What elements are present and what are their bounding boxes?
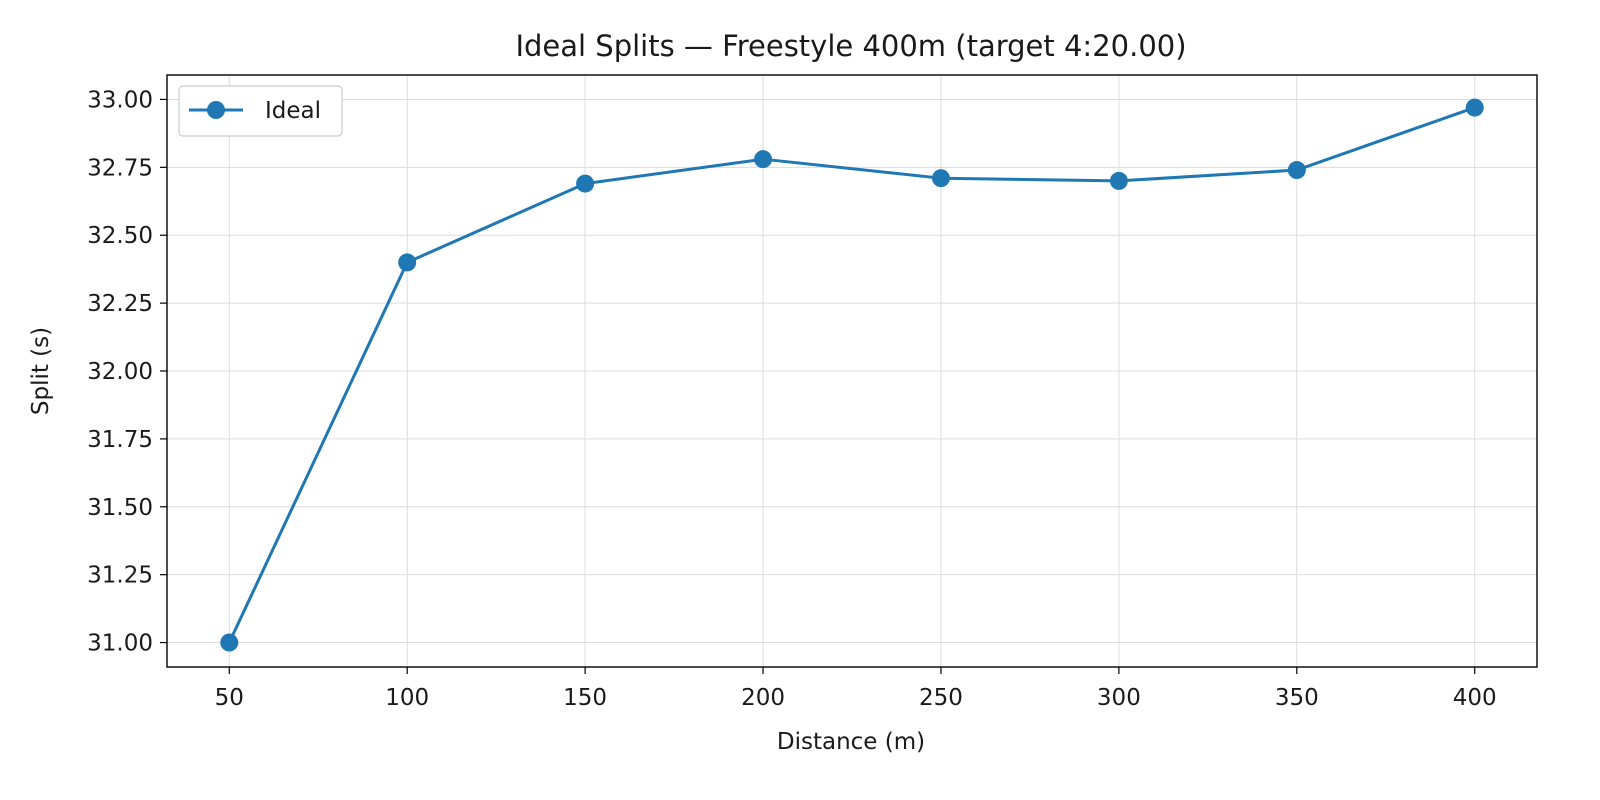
y-tick-label: 31.50 <box>87 495 153 521</box>
x-tick-label: 100 <box>385 685 429 711</box>
data-point <box>220 633 239 652</box>
gridlines <box>167 75 1537 667</box>
chart-title: Ideal Splits — Freestyle 400m (target 4:… <box>515 29 1186 63</box>
series-line-ideal <box>227 106 1476 644</box>
data-points <box>220 98 1484 652</box>
legend-label: Ideal <box>265 98 321 124</box>
y-tick-label: 32.50 <box>87 223 153 249</box>
series-lines <box>227 106 1476 644</box>
y-tick-label: 31.00 <box>87 631 153 657</box>
data-point <box>398 253 417 272</box>
data-point <box>754 150 773 169</box>
legend-frame <box>178 85 343 137</box>
data-point <box>576 174 595 193</box>
y-tick-label: 32.00 <box>87 359 153 385</box>
y-axis-label: Split (s) <box>28 327 54 415</box>
x-tick-label: 300 <box>1097 685 1141 711</box>
y-tick-label: 31.75 <box>87 427 153 453</box>
x-tick-label: 250 <box>919 685 963 711</box>
legend: Ideal <box>178 85 343 137</box>
legend-marker-swatch <box>207 101 225 119</box>
y-tick-label: 31.25 <box>87 563 153 589</box>
data-point <box>1465 98 1484 117</box>
y-tick-label: 32.75 <box>87 155 153 181</box>
x-axis: 50 100 150 200 250 300 350 400 <box>215 667 1497 711</box>
y-tick-label: 32.25 <box>87 291 153 317</box>
x-tick-label: 50 <box>215 685 244 711</box>
data-point <box>1109 171 1128 190</box>
x-tick-label: 200 <box>741 685 785 711</box>
x-tick-label: 350 <box>1275 685 1319 711</box>
x-tick-label: 150 <box>563 685 607 711</box>
data-point <box>931 169 950 188</box>
data-point <box>1287 161 1306 180</box>
x-axis-label: Distance (m) <box>777 729 925 755</box>
y-axis: 31.00 31.25 31.50 31.75 32.00 32.25 32.50 32.75… <box>87 87 167 657</box>
y-tick-label: 33.00 <box>87 87 153 113</box>
x-tick-label: 400 <box>1453 685 1497 711</box>
